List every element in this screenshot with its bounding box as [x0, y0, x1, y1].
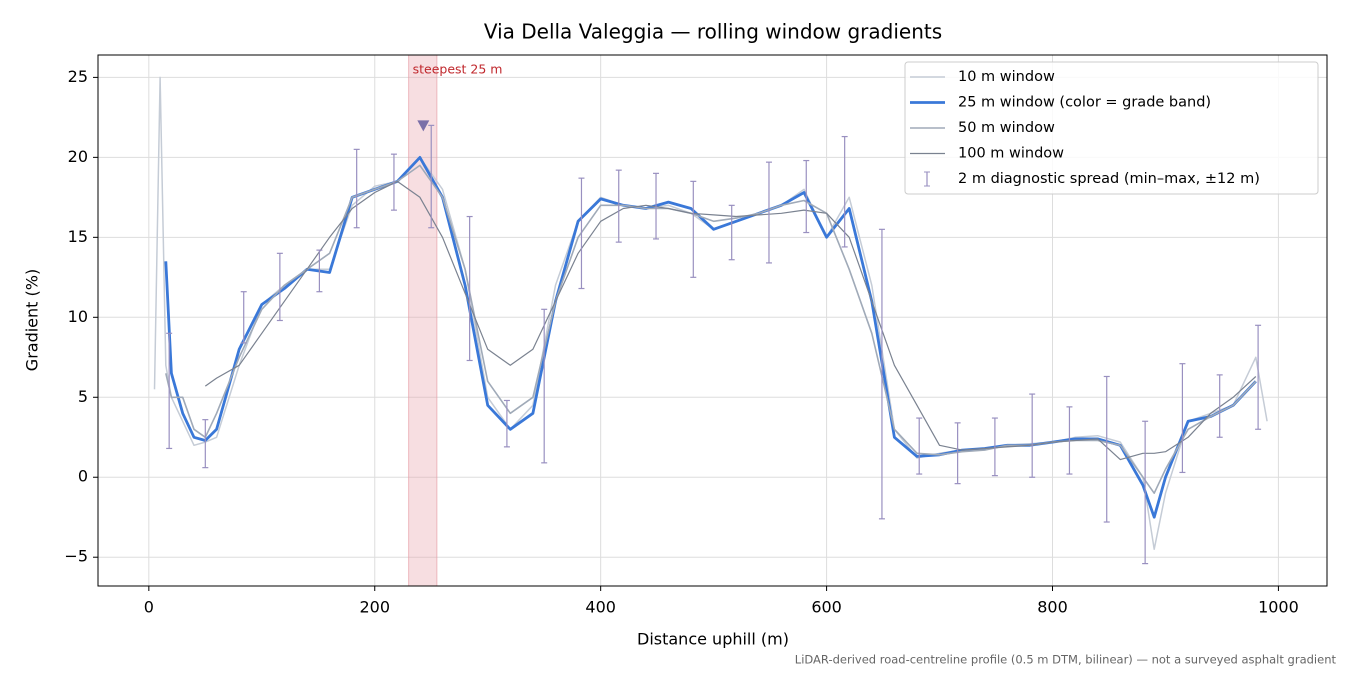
error-bar [202, 419, 209, 469]
error-bar [1255, 324, 1262, 430]
error-bar [1103, 375, 1110, 523]
legend-label: 25 m window (color = grade band) [958, 95, 1211, 111]
error-bar [1179, 363, 1186, 474]
error-bar [803, 159, 810, 234]
y-tick-label: 10 [68, 307, 88, 326]
chart-title: Via Della Valeggia — rolling window grad… [484, 20, 942, 44]
error-bar [954, 422, 961, 485]
plot-area [153, 55, 1268, 586]
legend-box [904, 61, 1319, 195]
x-tick-label: 200 [359, 598, 390, 617]
error-bar [1216, 374, 1223, 438]
x-tick-label: 800 [1037, 598, 1068, 617]
y-axis-label: Gradient (%) [23, 269, 42, 371]
x-tick-label: 1000 [1258, 598, 1299, 617]
error-bar [390, 153, 397, 211]
error-bar [991, 417, 998, 477]
series-line [164, 156, 1257, 519]
error-bar [765, 161, 772, 264]
x-tick-label: 400 [585, 598, 616, 617]
error-bar [578, 177, 585, 290]
error-bar [653, 172, 660, 240]
error-bar [428, 124, 435, 229]
error-bar [1142, 420, 1149, 565]
error-bar [615, 169, 622, 243]
x-axis-label: Distance uphill (m) [637, 630, 789, 649]
error-bar [878, 228, 885, 520]
highlight-span [408, 55, 438, 586]
y-tick-label: 5 [78, 387, 88, 406]
error-bar [728, 204, 735, 261]
legend-label: 50 m window [958, 120, 1055, 136]
error-bar [841, 135, 848, 248]
error-bar [541, 308, 548, 464]
error-bar [166, 332, 173, 450]
legend-label: 100 m window [958, 146, 1064, 162]
error-bar [1029, 393, 1036, 478]
y-tick-label: 25 [68, 67, 88, 86]
error-bar [353, 148, 360, 229]
x-tick-label: 600 [811, 598, 842, 617]
steepest-marker [417, 120, 430, 132]
legend: 10 m window 25 m window (color = grade ba… [904, 61, 1319, 195]
error-bar [466, 215, 473, 362]
y-tick-label: 0 [78, 467, 88, 486]
error-bar [1066, 406, 1073, 475]
error-bar [503, 399, 510, 448]
y-tick-label: 20 [68, 147, 88, 166]
highlight-label: steepest 25 m [413, 62, 503, 77]
footnote: LiDAR-derived road-centreline profile (0… [795, 653, 1337, 667]
error-bar [690, 180, 697, 278]
y-tick-label: 15 [68, 227, 88, 246]
plot-frame [97, 54, 1328, 587]
legend-label: 2 m diagnostic spread (min–max, ±12 m) [958, 171, 1260, 187]
error-bar [240, 291, 247, 344]
x-tick-label: 0 [144, 598, 154, 617]
error-bar [276, 252, 283, 322]
error-bar [916, 417, 923, 475]
y-tick-label: −5 [64, 547, 88, 566]
series-line [204, 180, 1257, 461]
legend-label: 10 m window [958, 69, 1055, 85]
error-bar [316, 249, 323, 293]
